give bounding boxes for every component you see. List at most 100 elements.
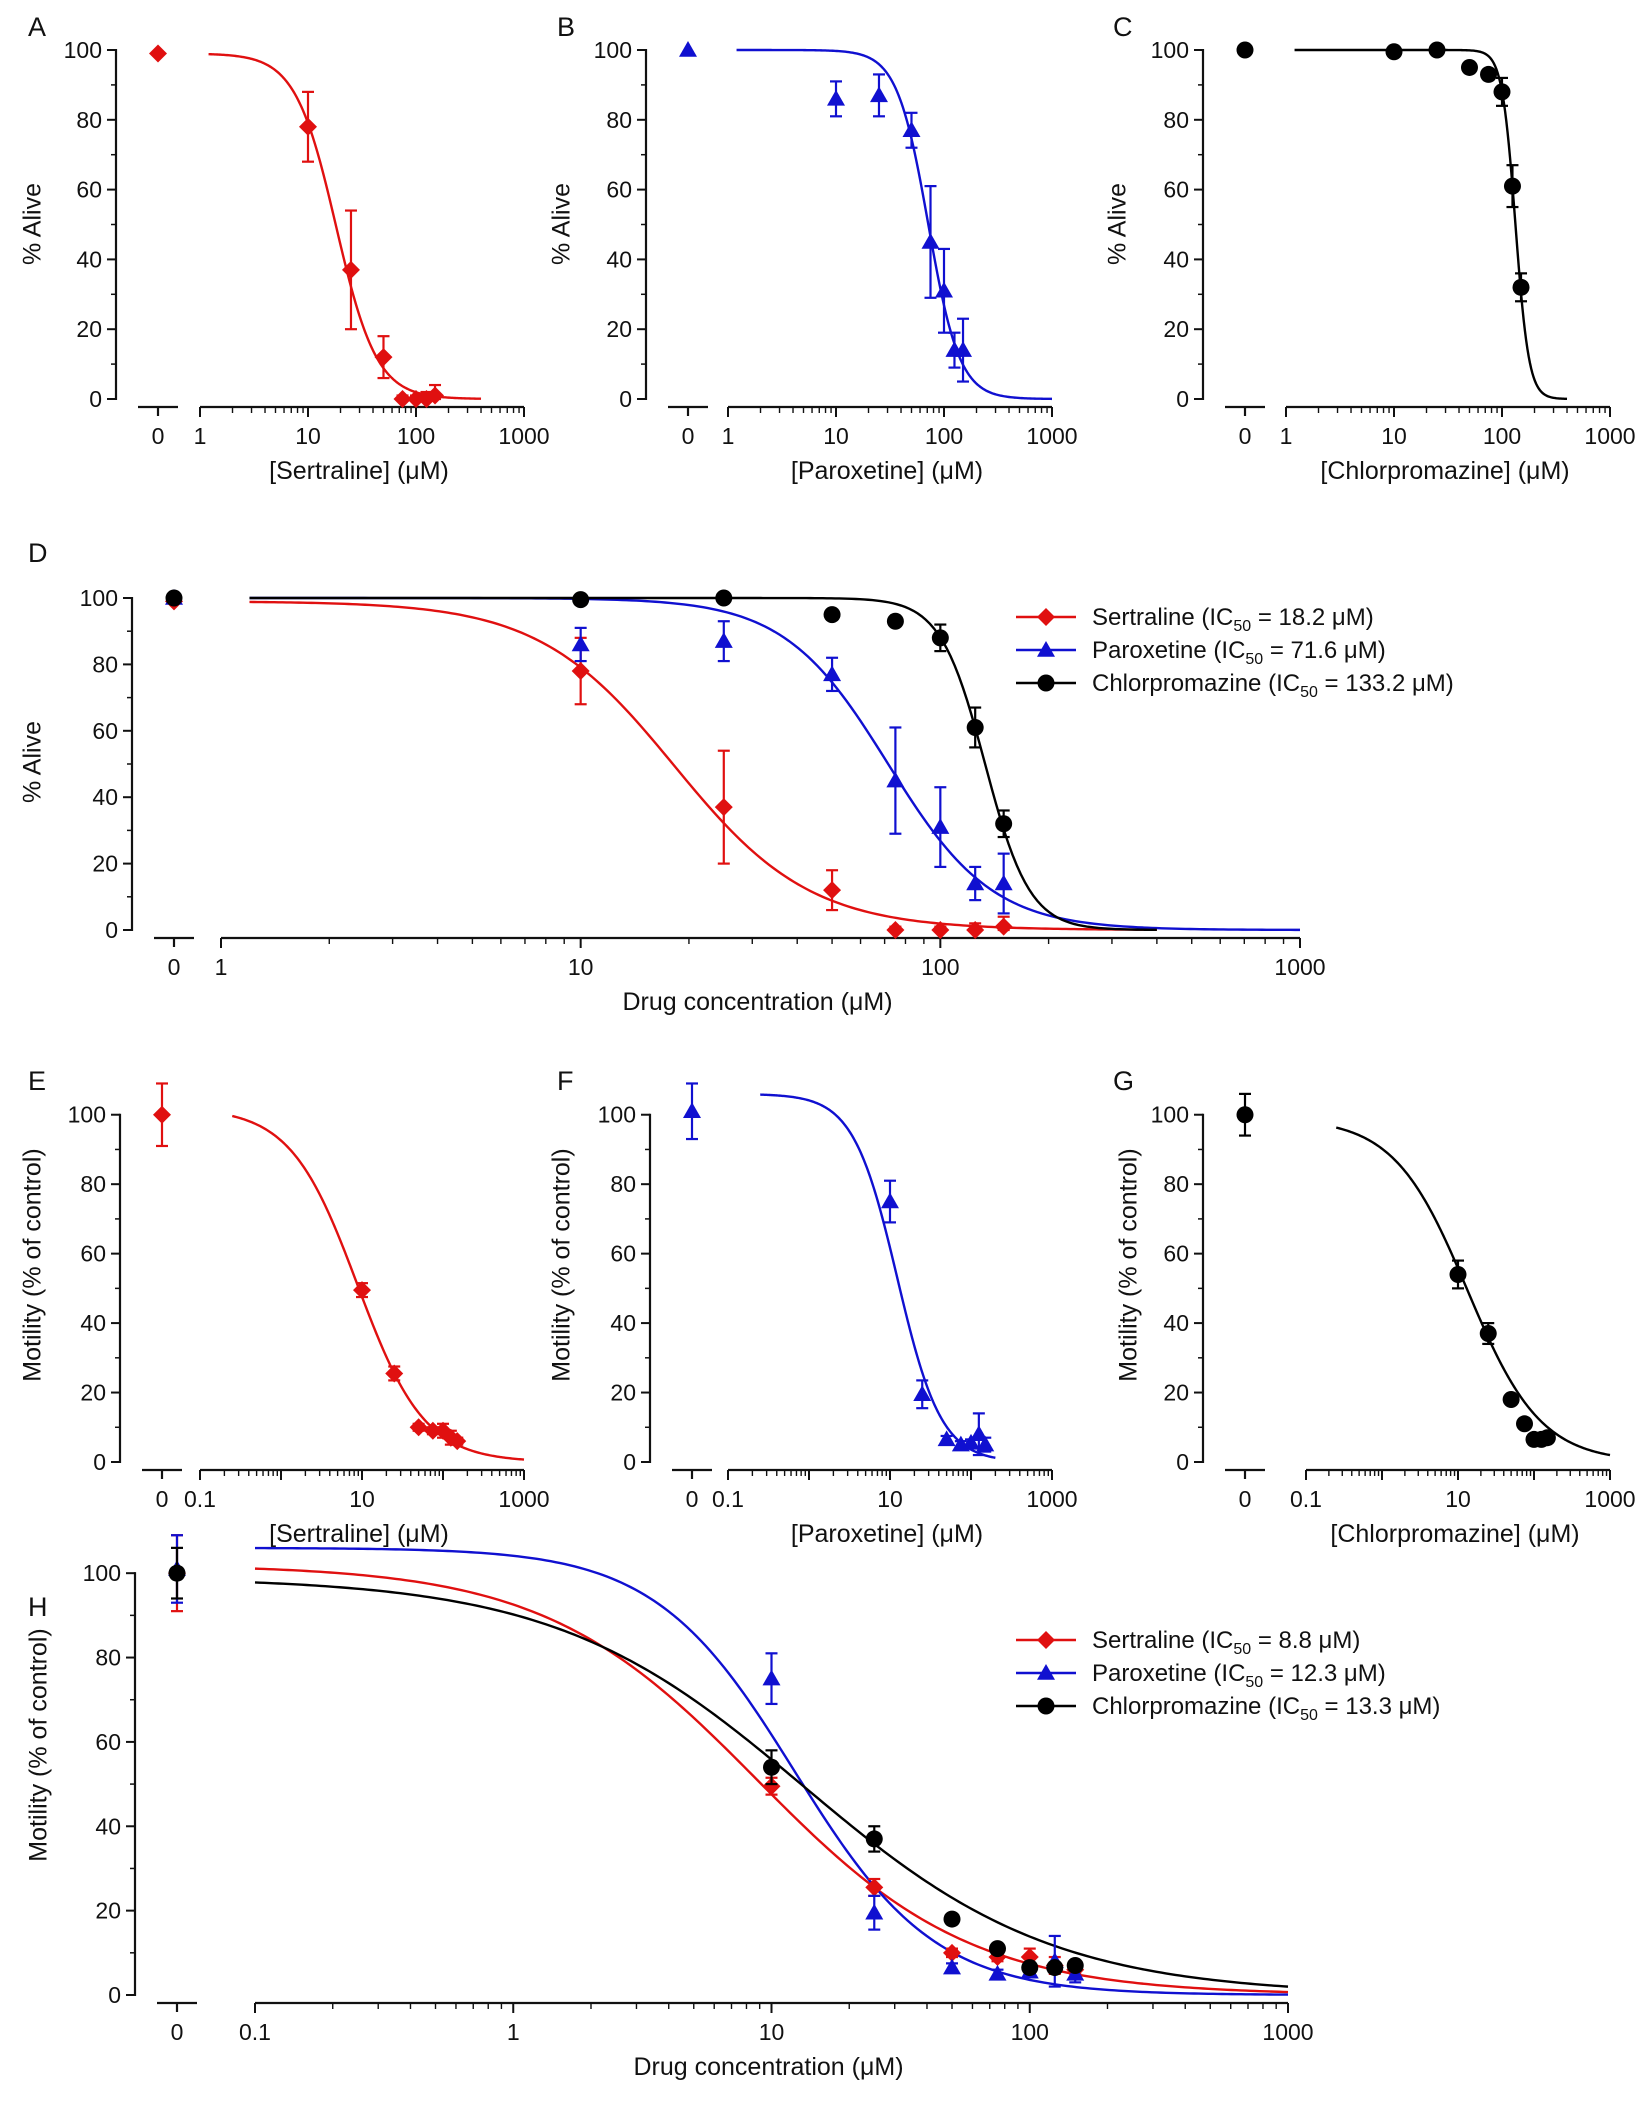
data-point-paroxetine <box>994 874 1013 891</box>
legend-label-paroxetine: Paroxetine (IC50 = 12.3 μM) <box>1092 1660 1386 1691</box>
x-tick-label: 1 <box>1280 423 1293 449</box>
data-point-chlorpromazine <box>1460 58 1478 76</box>
data-point-paroxetine <box>954 341 973 357</box>
data-point-chlorpromazine <box>1538 1429 1556 1447</box>
data-point-paroxetine <box>913 1385 932 1402</box>
data-point-chlorpromazine-zero <box>1236 41 1254 59</box>
y-tick-label: 20 <box>92 851 118 877</box>
panel-F: F Motility (% of control) 0 0 20 40 60 80 100 0.1… <box>548 1066 1078 1548</box>
data-point-chlorpromazine <box>715 589 733 607</box>
y-axis-title: Motility (% of control) <box>548 1148 576 1381</box>
legend-label-chlorpromazine: Chlorpromazine (IC50 = 13.3 μM) <box>1092 1693 1440 1724</box>
data-point-sertraline-zero <box>149 44 167 63</box>
legend-label-paroxetine: Paroxetine (IC50 = 71.6 μM) <box>1092 637 1386 668</box>
y-tick-label: 60 <box>1163 1241 1189 1267</box>
data-point-chlorpromazine <box>572 591 590 609</box>
panel-letter: D <box>28 538 48 568</box>
y-tick-label: 80 <box>95 1645 121 1671</box>
legend-marker-chlorpromazine <box>1037 674 1055 692</box>
y-tick-label: 100 <box>1151 37 1189 63</box>
data-point-chlorpromazine-zero <box>165 589 183 607</box>
x-tick-label: 0.1 <box>239 2019 271 2045</box>
data-point-sertraline <box>407 390 425 408</box>
x-tick-label: 1000 <box>1584 423 1635 449</box>
y-tick-label: 0 <box>619 386 632 412</box>
data-point-chlorpromazine <box>966 718 984 736</box>
y-tick-label: 60 <box>76 177 102 203</box>
y-tick-label: 40 <box>80 1310 106 1336</box>
data-point-sertraline <box>385 1364 404 1383</box>
panel-letter: B <box>557 12 575 42</box>
legend-marker-sertraline <box>1037 608 1055 626</box>
y-tick-label: 20 <box>606 316 632 342</box>
legend-label-value: = 18.2 μM) <box>1251 604 1374 631</box>
y-tick-label: 40 <box>610 1310 636 1336</box>
y-axis-title: % Alive <box>548 183 576 265</box>
x-tick-label: 100 <box>1483 423 1521 449</box>
data-point-chlorpromazine <box>943 1910 961 1928</box>
x-zero-label: 0 <box>171 2019 184 2045</box>
legend: Sertraline (IC50 = 8.8 μM)Paroxetine (IC… <box>1016 1627 1440 1724</box>
data-point-sertraline <box>299 117 317 136</box>
data-point-paroxetine <box>823 665 842 682</box>
data-point-sertraline <box>571 662 590 681</box>
y-tick-label: 0 <box>108 1982 121 2008</box>
data-point-paroxetine <box>571 635 590 652</box>
x-axis-title: [Chlorpromazine] (μM) <box>1320 457 1569 485</box>
y-tick-label: 60 <box>80 1241 106 1267</box>
x-tick-label: 10 <box>759 2019 785 2045</box>
legend-label-text: Chlorpromazine (IC <box>1092 1693 1300 1720</box>
legend-label-value: = 71.6 μM) <box>1263 637 1386 664</box>
panel-A: A % Alive 0 0 20 40 60 80 100 1 10 100 1000 [Sertrali… <box>19 12 550 485</box>
data-point-sertraline <box>393 390 412 408</box>
fit-curve-paroxetine <box>760 1093 996 1459</box>
x-tick-label: 10 <box>877 1486 903 1512</box>
y-tick-label: 0 <box>93 1449 106 1475</box>
x-tick-label: 0.1 <box>1290 1486 1322 1512</box>
x-zero-label: 0 <box>156 1486 169 1512</box>
panel-letter: E <box>28 1066 46 1096</box>
data-point-chlorpromazine <box>988 1940 1006 1958</box>
x-tick-label: 1000 <box>1026 1486 1077 1512</box>
data-point-chlorpromazine <box>1503 177 1521 195</box>
fit-curve-paroxetine <box>736 48 1053 401</box>
data-point-chlorpromazine <box>1066 1956 1084 1974</box>
y-tick-label: 80 <box>606 107 632 133</box>
x-tick-label: 10 <box>1445 1486 1471 1512</box>
data-point-sertraline <box>943 1943 962 1962</box>
data-point-sertraline <box>865 1878 884 1897</box>
y-axis-title: % Alive <box>19 183 47 265</box>
x-axis-title: [Sertraline] (μM) <box>269 457 449 485</box>
data-point-chlorpromazine <box>995 815 1013 833</box>
panel-letter: F <box>557 1066 574 1096</box>
legend-label-subscript: 50 <box>1233 1641 1251 1658</box>
y-tick-label: 0 <box>1176 386 1189 412</box>
legend-label-value: = 12.3 μM) <box>1263 1660 1386 1687</box>
y-axis-title: % Alive <box>19 721 47 803</box>
x-tick-label: 1 <box>194 423 207 449</box>
data-point-paroxetine <box>869 86 888 103</box>
panel-letter: H <box>28 1592 48 1622</box>
y-axis-title: Motility (% of control) <box>1115 1148 1143 1381</box>
data-point-chlorpromazine <box>1021 1959 1039 1977</box>
x-tick-label: 1000 <box>1026 423 1077 449</box>
legend-label-value: = 13.3 μM) <box>1318 1693 1441 1720</box>
data-point-sertraline <box>886 921 905 939</box>
x-tick-label: 10 <box>1381 423 1407 449</box>
legend-label-text: Paroxetine (IC <box>1092 1660 1245 1687</box>
legend-label-value: = 133.2 μM) <box>1318 670 1454 697</box>
y-tick-label: 100 <box>80 585 118 611</box>
data-point-sertraline <box>341 260 360 279</box>
y-tick-label: 60 <box>1163 177 1189 203</box>
x-tick-label: 100 <box>921 954 959 980</box>
legend-label-text: Chlorpromazine (IC <box>1092 670 1300 697</box>
y-tick-label: 100 <box>83 1560 121 1586</box>
y-axis-title: Motility (% of control) <box>19 1148 47 1381</box>
y-axis-title: % Alive <box>1104 183 1132 265</box>
y-tick-label: 100 <box>64 37 102 63</box>
legend-label-chlorpromazine: Chlorpromazine (IC50 = 133.2 μM) <box>1092 670 1454 701</box>
data-point-paroxetine <box>827 89 845 106</box>
x-tick-label: 10 <box>349 1486 375 1512</box>
x-tick-label: 1000 <box>1584 1486 1635 1512</box>
data-point-chlorpromazine <box>1428 41 1446 59</box>
